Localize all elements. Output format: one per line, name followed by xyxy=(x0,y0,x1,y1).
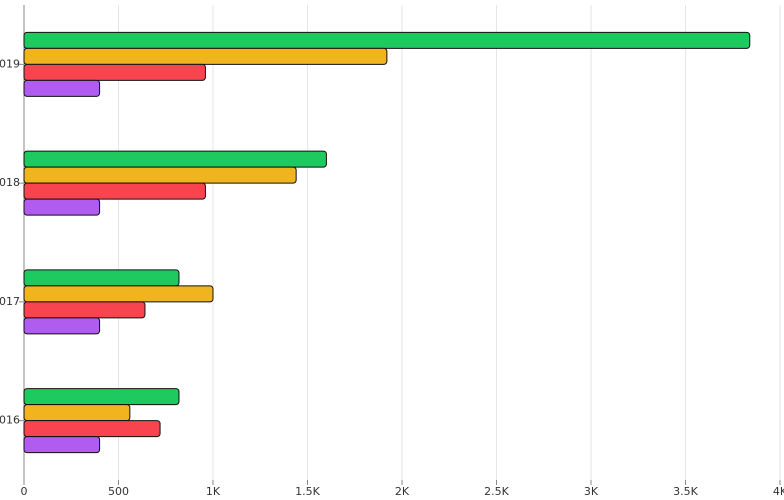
bar xyxy=(23,404,131,422)
bar xyxy=(23,182,206,200)
bar xyxy=(23,317,101,335)
bar xyxy=(23,150,327,168)
x-tick-label: 1K xyxy=(206,485,221,498)
y-tick-label: 2018 xyxy=(0,176,20,189)
bar xyxy=(23,436,101,454)
x-tick-label: 500 xyxy=(108,485,129,498)
y-tick-label: 2016 xyxy=(0,414,20,427)
bar xyxy=(23,166,297,184)
bar xyxy=(23,198,101,216)
bar xyxy=(23,388,180,406)
y-tick-label: 2019 xyxy=(0,57,20,70)
x-tick-label: 3.5K xyxy=(673,485,698,498)
bar xyxy=(23,31,751,49)
bar xyxy=(23,285,214,303)
bar xyxy=(23,301,146,319)
x-tick-label: 0 xyxy=(21,485,28,498)
x-tick-label: 3K xyxy=(584,485,599,498)
bar xyxy=(23,63,206,81)
bar xyxy=(23,269,180,287)
x-tick-label: 2.5K xyxy=(484,485,509,498)
x-tick-label: 4K xyxy=(773,485,784,498)
bar xyxy=(23,420,161,438)
bar xyxy=(23,47,388,65)
x-tick-label: 1.5K xyxy=(295,485,320,498)
bar xyxy=(23,79,101,97)
x-tick-label: 2K xyxy=(395,485,410,498)
y-tick-label: 2017 xyxy=(0,295,20,308)
